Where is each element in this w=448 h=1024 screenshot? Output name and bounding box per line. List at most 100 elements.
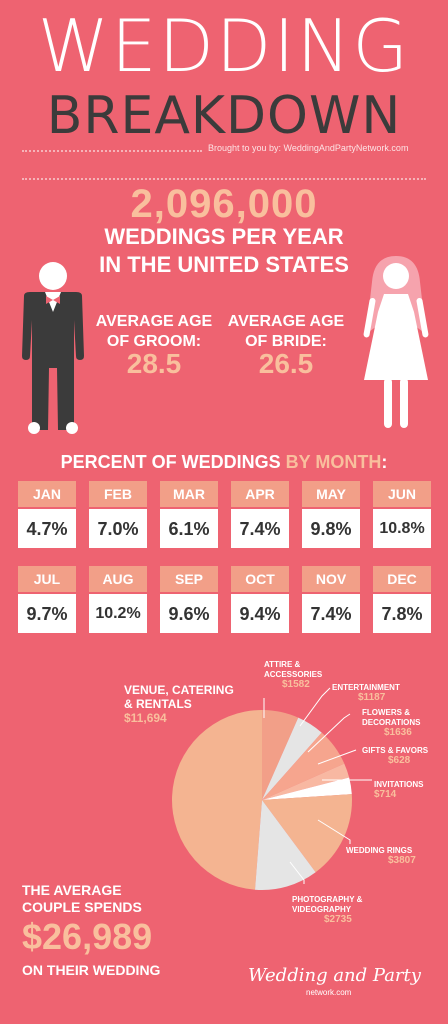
groom-icon <box>22 262 84 434</box>
leader-lines <box>263 687 372 884</box>
month-card-oct: OCT 9.4% <box>231 566 289 633</box>
label-flowers: FLOWERS & DECORATIONS $1636 <box>362 708 421 738</box>
month-card-apr: APR 7.4% <box>231 481 289 548</box>
flowers-line-2: DECORATIONS <box>362 718 421 727</box>
attire-line-1: ATTIRE & <box>264 660 301 669</box>
months-heading-accent: BY MONTH <box>285 452 382 472</box>
month-name: NOV <box>302 566 360 594</box>
venue-line-1: VENUE, CATERING <box>124 683 234 697</box>
invitations-line-1: INVITATIONS <box>374 780 424 789</box>
month-card-feb: FEB 7.0% <box>89 481 147 548</box>
weddings-line-2: IN THE UNITED STATES <box>99 252 349 277</box>
months-heading-main: PERCENT OF WEDDINGS <box>60 452 286 472</box>
label-venue: VENUE, CATERING & RENTALS $11,694 <box>124 683 234 725</box>
divider-dotted-left <box>22 150 202 152</box>
bride-label-line-1: AVERAGE AGE <box>227 313 345 330</box>
attire-value: $1582 <box>282 679 310 690</box>
month-value: 7.0% <box>97 519 139 539</box>
bride-icon <box>363 256 429 428</box>
pie-slice-entertainment <box>262 717 322 800</box>
average-spend-outro: ON THEIR WEDDING <box>22 962 161 978</box>
average-line-2: COUPLE SPENDS <box>22 899 142 915</box>
month-value: 10.8% <box>379 520 425 537</box>
title-breakdown: BREAKDOWN <box>46 86 402 146</box>
month-value: 9.7% <box>26 604 68 624</box>
month-name: DEC <box>373 566 431 594</box>
venue-line-2: & RENTALS <box>124 697 192 711</box>
month-card-may: MAY 9.8% <box>302 481 360 548</box>
label-photography: PHOTOGRAPHY & VIDEOGRAPHY $2735 <box>292 895 362 925</box>
footer-logo: Wedding and Party <box>248 965 421 986</box>
month-name: SEP <box>160 566 218 594</box>
pie-slice-venue-catering-rentals <box>171 710 262 890</box>
spending-pie-chart <box>171 687 372 890</box>
weddings-line-1: WEDDINGS PER YEAR <box>104 224 344 249</box>
month-value: 10.2% <box>95 605 141 622</box>
invitations-value: $714 <box>374 789 397 800</box>
rings-line-1: WEDDING RINGS <box>346 846 413 855</box>
flowers-line-1: FLOWERS & <box>362 708 410 717</box>
attire-line-2: ACCESSORIES <box>264 670 323 679</box>
month-value: 9.4% <box>239 604 281 624</box>
pie-slice-gifts-favors <box>262 763 350 800</box>
pie-slice-flowers-decorations <box>262 732 345 800</box>
entertainment-value: $1187 <box>358 692 386 703</box>
label-rings: WEDDING RINGS $3807 <box>346 846 416 866</box>
month-value: 7.4% <box>310 604 352 624</box>
label-entertainment: ENTERTAINMENT $1187 <box>332 683 400 703</box>
label-invitations: INVITATIONS $714 <box>374 780 423 800</box>
month-name: MAY <box>302 481 360 509</box>
average-line-1: THE AVERAGE <box>22 882 122 898</box>
month-card-jul: JUL 9.7% <box>18 566 76 633</box>
month-value: 6.1% <box>168 519 210 539</box>
month-card-jan: JAN 4.7% <box>18 481 76 548</box>
weddings-count: 2,096,000 <box>130 182 318 226</box>
month-name: MAR <box>160 481 218 509</box>
label-gifts: GIFTS & FAVORS $628 <box>362 746 428 766</box>
month-value: 9.8% <box>310 519 352 539</box>
month-card-dec: DEC 7.8% <box>373 566 431 633</box>
month-value: 4.7% <box>26 519 68 539</box>
pie-slice-wedding-rings <box>262 794 352 873</box>
label-attire: ATTIRE & ACCESSORIES $1582 <box>264 660 322 690</box>
pie-slice-attire-accessories <box>262 710 299 800</box>
photo-line-1: PHOTOGRAPHY & <box>292 895 363 904</box>
months-heading: PERCENT OF WEDDINGS BY MONTH: <box>0 452 448 473</box>
divider-dotted-full <box>22 178 426 180</box>
rings-value: $3807 <box>388 855 416 866</box>
pie-slice-invitations <box>262 777 352 800</box>
entertainment-line-1: ENTERTAINMENT <box>332 683 400 692</box>
pie-slices <box>171 710 352 890</box>
gifts-line-1: GIFTS & FAVORS <box>362 746 429 755</box>
photo-value: $2735 <box>324 914 352 925</box>
weddings-per-year-label: WEDDINGS PER YEAR IN THE UNITED STATES <box>0 223 448 279</box>
footer-logo-sub: network.com <box>306 988 352 997</box>
average-spend-value: $26,989 <box>22 916 153 957</box>
month-name: JUL <box>18 566 76 594</box>
month-name: JAN <box>18 481 76 509</box>
month-name: FEB <box>89 481 147 509</box>
groom-label-line-1: AVERAGE AGE <box>95 313 213 330</box>
month-name: JUN <box>373 481 431 509</box>
month-name: APR <box>231 481 289 509</box>
bride-label-line-2: OF BRIDE: <box>245 333 327 350</box>
pie-slice-photography-videography <box>254 800 316 890</box>
groom-age-value: 28.5 <box>126 348 182 379</box>
title-wedding: WEDDING <box>37 4 411 88</box>
bride-age-label: AVERAGE AGE OF BRIDE: <box>224 312 348 352</box>
month-value: 7.4% <box>239 519 281 539</box>
photo-line-2: VIDEOGRAPHY <box>292 905 352 914</box>
groom-label-line-2: OF GROOM: <box>106 333 202 350</box>
month-value: 7.8% <box>381 604 423 624</box>
bride-age-value: 26.5 <box>258 348 314 379</box>
month-card-jun: JUN 10.8% <box>373 481 431 548</box>
gifts-value: $628 <box>388 755 411 766</box>
groom-age-label: AVERAGE AGE OF GROOM: <box>92 312 216 352</box>
month-card-nov: NOV 7.4% <box>302 566 360 633</box>
flowers-value: $1636 <box>384 727 412 738</box>
months-heading-colon: : <box>381 452 388 472</box>
average-spend-intro: THE AVERAGE COUPLE SPENDS <box>22 882 142 916</box>
month-name: OCT <box>231 566 289 594</box>
month-card-sep: SEP 9.6% <box>160 566 218 633</box>
month-value: 9.6% <box>168 604 210 624</box>
